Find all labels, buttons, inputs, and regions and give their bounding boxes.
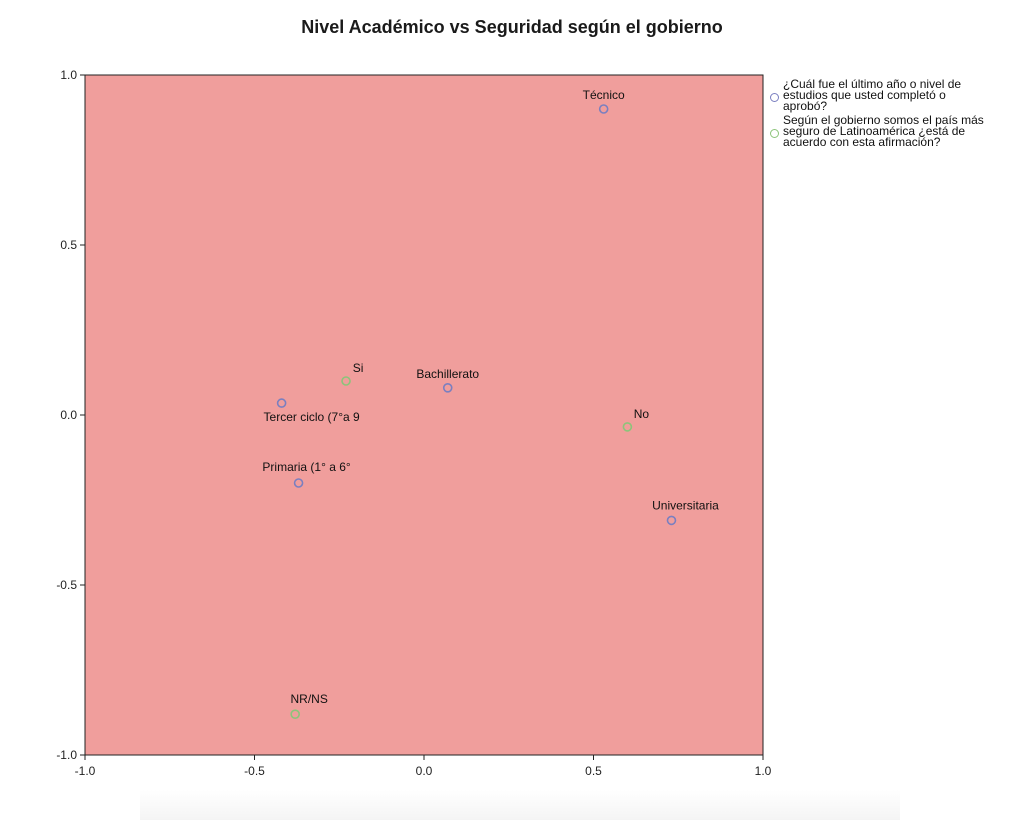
y-tick-label: 0.5 <box>60 238 77 252</box>
x-tick-label: -0.5 <box>244 764 265 778</box>
data-label: Primaria (1° a 6° <box>262 460 350 474</box>
x-tick-label: -1.0 <box>75 764 96 778</box>
x-tick-label: 0.0 <box>416 764 433 778</box>
legend-line: Según el gobierno somos el país más <box>783 113 984 127</box>
y-tick-label: 1.0 <box>60 68 77 82</box>
legend-line: ¿Cuál fue el último año o nivel de <box>783 77 962 91</box>
data-point-tercer-ciclo-7-a-9 <box>276 398 287 408</box>
legend-item-nivel-estudios: ¿Cuál fue el último año o nivel de estud… <box>770 77 1020 113</box>
data-marks: Técnico Bachillerato Tercer ciclo (7°a 9 Pr… <box>262 88 719 720</box>
legend-line: estudios que usted completó o <box>783 88 946 102</box>
bottom-shadow <box>140 790 900 820</box>
y-tick-label: -1.0 <box>56 748 77 762</box>
data-point-primaria-1-a-6 <box>293 478 304 488</box>
legend-line: acuerdo con esta afirmación? <box>783 135 941 149</box>
x-tick-label: 0.5 <box>585 764 602 778</box>
plot-area <box>84 74 764 756</box>
data-label: Técnico <box>583 88 625 102</box>
data-label: Tercer ciclo (7°a 9 <box>264 410 360 424</box>
data-point-bachillerato <box>442 382 453 393</box>
data-point-no <box>622 422 633 432</box>
data-label: No <box>634 407 650 421</box>
data-point-si <box>341 376 351 386</box>
legend-marker-seguridad <box>770 129 779 138</box>
legend-line: seguro de Latinoamérica ¿está de <box>783 124 966 138</box>
data-point-universitaria <box>666 515 677 526</box>
y-tick-label: -0.5 <box>56 578 77 592</box>
data-point-t-cnico <box>598 104 609 114</box>
y-tick-label: 0.0 <box>60 408 77 422</box>
data-label: Si <box>353 361 364 375</box>
axes: -1.0 -0.5 0.0 0.5 1.0 1.0 0.5 0.0 -0.5 -1.0 <box>56 68 771 778</box>
legend-line: aprobó? <box>783 99 828 113</box>
x-tick-label: 1.0 <box>755 764 772 778</box>
data-label: NR/NS <box>291 692 328 706</box>
data-point-nr-ns <box>290 709 300 720</box>
legend-marker-nivel-estudios <box>770 93 779 102</box>
legend: ¿Cuál fue el último año o nivel de estud… <box>770 77 1020 151</box>
data-label: Universitaria <box>652 498 719 512</box>
legend-item-seguridad: Según el gobierno somos el país más segu… <box>770 113 1020 149</box>
data-label: Bachillerato <box>416 367 479 381</box>
chart-title: Nivel Académico vs Seguridad según el go… <box>301 17 723 37</box>
